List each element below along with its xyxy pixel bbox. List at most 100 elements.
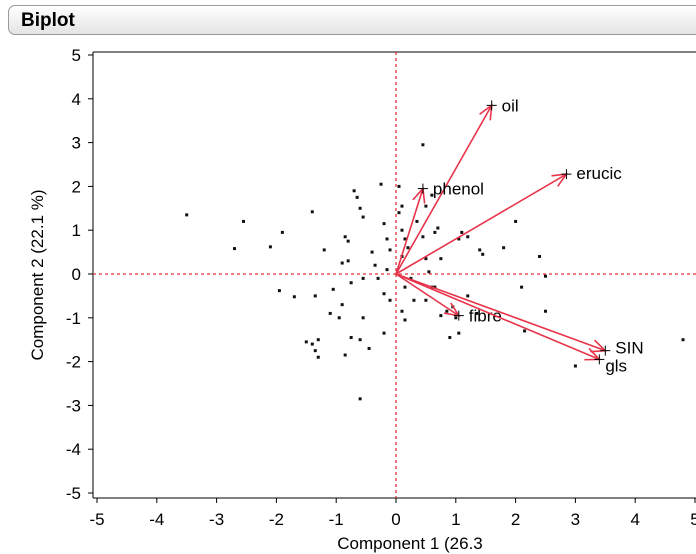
data-point bbox=[457, 237, 461, 241]
loading-arrow-gls bbox=[395, 273, 600, 361]
data-point bbox=[358, 338, 362, 342]
data-point bbox=[424, 204, 428, 208]
data-point bbox=[316, 338, 320, 342]
data-point bbox=[337, 316, 341, 320]
data-point bbox=[277, 289, 281, 293]
y-tick-label: -2 bbox=[66, 353, 81, 372]
y-axis-title: Component 2 (22.1 %) bbox=[28, 189, 47, 360]
data-point bbox=[367, 346, 371, 350]
x-tick-label: -2 bbox=[269, 510, 284, 529]
data-point bbox=[346, 239, 350, 243]
data-point bbox=[481, 252, 485, 256]
data-point bbox=[433, 285, 437, 289]
data-point bbox=[370, 250, 374, 254]
data-point bbox=[457, 331, 461, 335]
x-axis-title: Component 1 (26.3 bbox=[337, 534, 483, 553]
data-point bbox=[403, 237, 407, 241]
loading-label-oil: oil bbox=[502, 96, 519, 115]
score-points bbox=[185, 143, 685, 401]
data-point bbox=[478, 248, 482, 252]
data-point bbox=[544, 274, 547, 278]
data-point bbox=[352, 189, 356, 193]
y-tick-label: -1 bbox=[66, 309, 81, 328]
data-point bbox=[343, 235, 347, 239]
data-point bbox=[310, 210, 314, 214]
data-point bbox=[436, 226, 440, 230]
y-tick-label: -5 bbox=[66, 484, 81, 503]
data-point bbox=[502, 246, 506, 250]
data-point bbox=[454, 316, 458, 320]
data-point bbox=[424, 298, 428, 302]
data-point bbox=[544, 309, 547, 313]
x-tick-label: 1 bbox=[451, 510, 460, 529]
loading-label-erucic: erucic bbox=[576, 164, 622, 183]
x-tick-label: 4 bbox=[630, 510, 639, 529]
data-point bbox=[448, 336, 452, 340]
data-point bbox=[406, 246, 410, 250]
y-tick-label: -3 bbox=[66, 396, 81, 415]
x-tick-label: -1 bbox=[329, 510, 344, 529]
data-point bbox=[439, 314, 443, 318]
x-tick-label: -4 bbox=[149, 510, 164, 529]
data-point bbox=[466, 235, 470, 239]
data-point bbox=[242, 219, 246, 223]
loading-arrow-oil bbox=[395, 104, 493, 275]
data-point bbox=[412, 298, 416, 302]
data-point bbox=[403, 318, 407, 322]
axes: -5 -4 -3 -2 -1 0 1 2 3 4 5 -5 -4 -3 -2 -1 0 1 2 3 4 5 bbox=[66, 46, 696, 529]
x-tick-label: 5 bbox=[690, 510, 696, 529]
x-tick-label: 0 bbox=[391, 510, 400, 529]
data-point bbox=[439, 257, 443, 261]
data-point bbox=[343, 353, 347, 357]
data-point bbox=[382, 292, 386, 296]
data-point bbox=[280, 230, 284, 234]
arrowhead-erucic bbox=[551, 173, 569, 187]
y-tick-label: 3 bbox=[72, 134, 81, 153]
biplot-header[interactable]: Biplot bbox=[8, 5, 696, 35]
loading-label-fibre: fibre bbox=[469, 307, 502, 326]
data-point bbox=[373, 263, 377, 267]
data-point bbox=[421, 235, 425, 239]
data-point bbox=[681, 338, 685, 342]
panel-title: Biplot bbox=[21, 10, 75, 31]
loading-arrow-erucic bbox=[395, 173, 567, 275]
data-point bbox=[268, 245, 272, 249]
data-point bbox=[358, 206, 362, 210]
data-point bbox=[322, 248, 326, 252]
data-point bbox=[331, 287, 335, 291]
data-point bbox=[385, 268, 389, 272]
data-point bbox=[340, 303, 344, 307]
data-point bbox=[361, 316, 365, 320]
arrowhead-oil bbox=[479, 103, 493, 121]
data-point bbox=[415, 219, 419, 223]
data-point bbox=[304, 340, 308, 344]
data-point bbox=[233, 247, 237, 251]
data-point bbox=[397, 184, 401, 188]
data-point bbox=[349, 281, 353, 285]
y-tick-label: 0 bbox=[72, 265, 81, 284]
data-point bbox=[358, 397, 362, 401]
x-tick-label: 3 bbox=[571, 510, 580, 529]
data-point bbox=[388, 298, 392, 302]
data-point bbox=[313, 349, 317, 353]
data-point bbox=[523, 329, 527, 333]
data-point bbox=[349, 336, 353, 340]
data-point bbox=[361, 276, 365, 280]
reference-lines bbox=[93, 52, 696, 498]
data-point bbox=[382, 222, 386, 226]
loading-arrow-phenol bbox=[395, 188, 424, 275]
data-point bbox=[388, 248, 392, 252]
x-tick-label: 2 bbox=[511, 510, 520, 529]
loading-label-phenol: phenol bbox=[433, 180, 484, 199]
data-point bbox=[445, 309, 449, 313]
loading-arrow-fibre bbox=[395, 273, 460, 317]
x-tick-label: -5 bbox=[89, 510, 104, 529]
data-point bbox=[520, 285, 524, 289]
data-point bbox=[466, 294, 470, 298]
data-point bbox=[403, 285, 407, 289]
data-point bbox=[427, 270, 431, 274]
data-point bbox=[430, 193, 434, 197]
data-point bbox=[433, 230, 437, 234]
data-point bbox=[409, 276, 413, 280]
